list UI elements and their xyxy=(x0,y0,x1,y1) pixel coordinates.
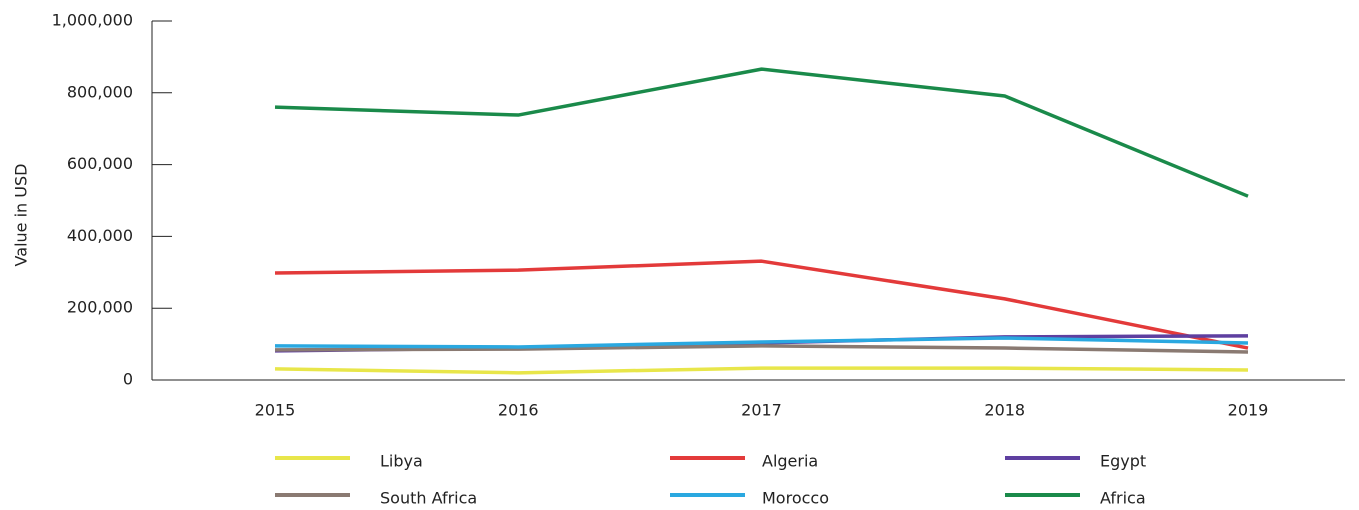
x-tick-label: 2015 xyxy=(255,401,296,420)
x-tick-label: 2017 xyxy=(741,401,782,420)
series-line xyxy=(274,259,1249,350)
series-line xyxy=(274,366,1249,375)
legend-label: South Africa xyxy=(380,489,477,508)
y-tick-label: 0 xyxy=(123,370,133,389)
legend-label: Africa xyxy=(1100,489,1146,508)
series-line xyxy=(274,336,1249,349)
legend-label: Libya xyxy=(380,452,423,471)
series-line xyxy=(274,67,1249,198)
series-line xyxy=(274,344,1249,354)
legend-label: Egypt xyxy=(1100,452,1146,471)
y-tick-label: 800,000 xyxy=(67,82,133,101)
x-tick-label: 2018 xyxy=(984,401,1025,420)
y-axis-label: Value in USD xyxy=(12,164,31,267)
y-tick-label: 400,000 xyxy=(67,226,133,245)
legend-label: Morocco xyxy=(762,489,829,508)
x-tick-label: 2019 xyxy=(1228,401,1269,420)
y-tick-label: 600,000 xyxy=(67,154,133,173)
y-tick-label: 1,000,000 xyxy=(52,11,133,30)
x-tick-label: 2016 xyxy=(498,401,539,420)
y-tick-label: 200,000 xyxy=(67,298,133,317)
legend-label: Algeria xyxy=(762,452,818,471)
